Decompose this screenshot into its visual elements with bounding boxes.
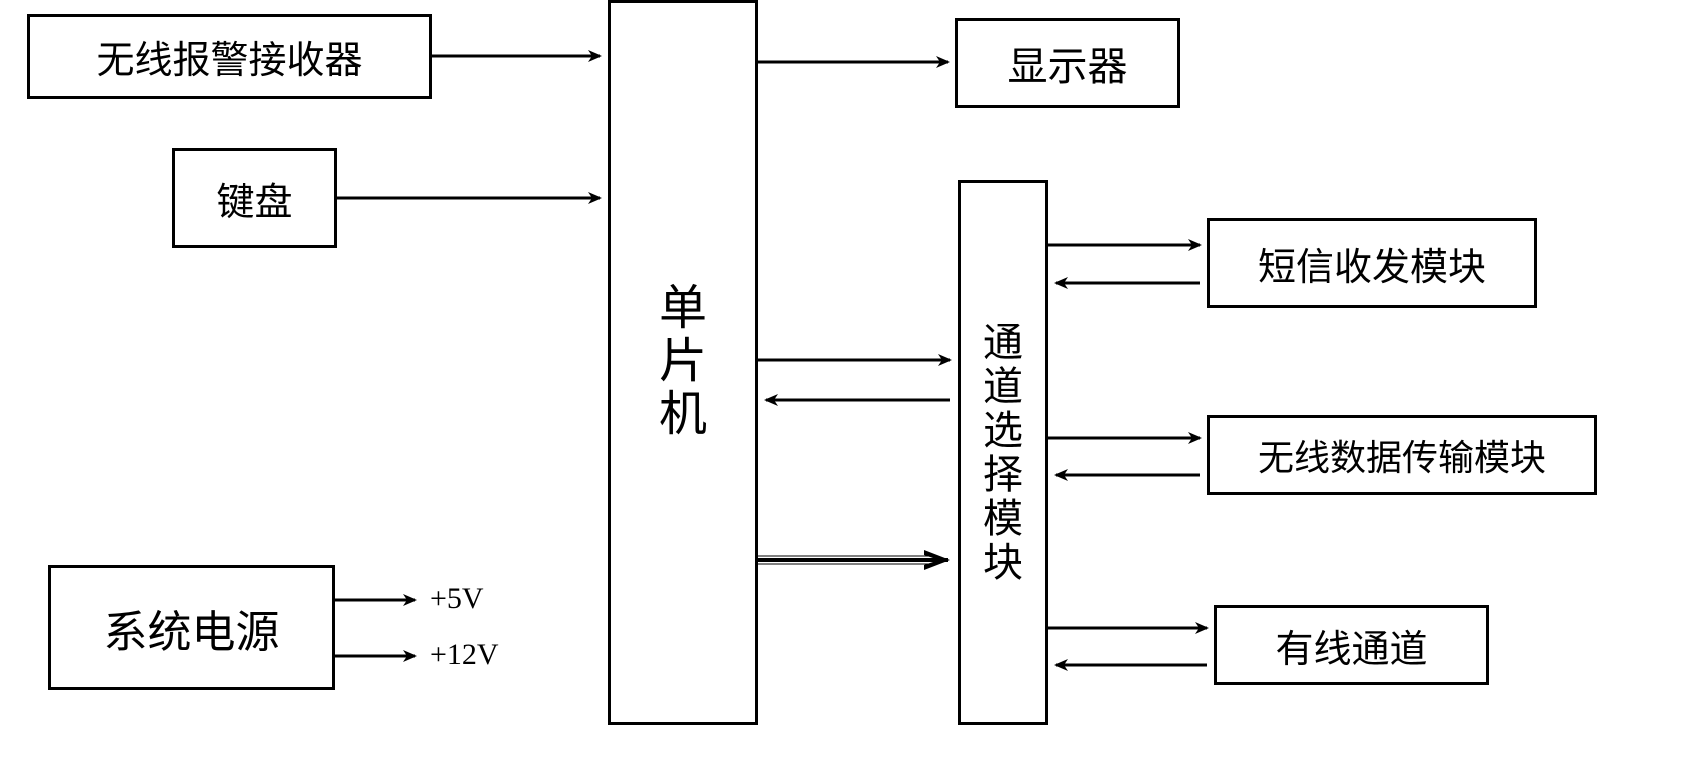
label-wired-channel: 有线通道	[1275, 618, 1427, 673]
box-system-power: 系统电源	[48, 565, 335, 690]
label-mcu: 单片机	[659, 283, 707, 441]
label-keyboard: 键盘	[216, 171, 292, 226]
label-sms-module: 短信收发模块	[1258, 236, 1486, 291]
label-channel-select: 通道选择模块	[983, 321, 1023, 585]
box-keyboard: 键盘	[172, 148, 337, 248]
label-system-power: 系统电源	[104, 596, 280, 660]
label-display: 显示器	[1008, 34, 1128, 92]
label-wireless-alarm-receiver: 无线报警接收器	[96, 29, 362, 84]
box-wired-channel: 有线通道	[1214, 605, 1489, 685]
label-wireless-data-module: 无线数据传输模块	[1258, 429, 1546, 481]
box-display: 显示器	[955, 18, 1180, 108]
diagram-stage: 无线报警接收器 键盘 系统电源 单片机 显示器 通道选择模块 短信收发模块 无线…	[0, 0, 1697, 774]
box-wireless-data-module: 无线数据传输模块	[1207, 415, 1597, 495]
box-wireless-alarm-receiver: 无线报警接收器	[27, 14, 432, 99]
box-sms-module: 短信收发模块	[1207, 218, 1537, 308]
label-plus5v: +5V	[430, 582, 484, 616]
box-mcu: 单片机	[608, 0, 758, 725]
label-plus12v: +12V	[430, 638, 499, 672]
box-channel-select: 通道选择模块	[958, 180, 1048, 725]
